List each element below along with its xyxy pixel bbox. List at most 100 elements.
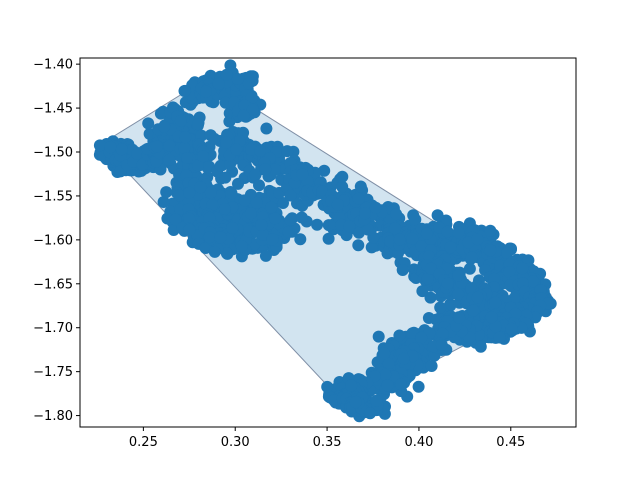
data-point (465, 282, 478, 295)
data-point (434, 301, 447, 314)
data-point (369, 201, 382, 214)
data-point (484, 244, 497, 257)
data-point (219, 96, 232, 109)
data-point (382, 357, 395, 370)
data-point (296, 168, 309, 181)
data-point (203, 211, 216, 224)
data-point (160, 186, 173, 199)
data-point (244, 207, 257, 220)
data-point (226, 222, 239, 234)
data-point (201, 161, 214, 174)
data-point (489, 296, 502, 309)
data-point (235, 240, 248, 253)
x-tick-label: 0.45 (496, 435, 525, 450)
data-point (174, 203, 187, 216)
data-point (336, 180, 349, 193)
data-point (277, 197, 289, 209)
data-point (206, 199, 219, 211)
data-point (465, 251, 478, 264)
data-point (389, 222, 401, 235)
data-point (501, 247, 514, 260)
data-point (266, 233, 279, 246)
data-point (365, 241, 378, 254)
data-point (284, 189, 297, 202)
data-point (359, 207, 371, 220)
data-point (415, 331, 428, 344)
data-point (93, 139, 106, 152)
data-point (395, 378, 407, 391)
data-point (471, 233, 484, 246)
y-tick-label: −1.80 (33, 409, 73, 424)
data-point (318, 164, 331, 177)
data-point (485, 311, 498, 324)
axes-frame (79, 57, 577, 428)
data-point (183, 212, 196, 225)
data-point (421, 272, 434, 285)
data-point (260, 122, 273, 135)
x-tick-label: 0.35 (313, 435, 342, 450)
data-point (397, 352, 410, 365)
data-point (463, 262, 476, 275)
data-point (354, 180, 367, 193)
data-point (244, 70, 257, 83)
data-point (150, 140, 163, 153)
data-point (163, 153, 176, 166)
data-point (181, 152, 194, 164)
data-point (115, 143, 128, 156)
data-point (424, 262, 437, 275)
data-point (259, 163, 272, 176)
data-point (231, 73, 244, 85)
data-point (493, 331, 506, 344)
data-point (362, 223, 374, 236)
data-point (220, 68, 233, 81)
data-point (154, 107, 167, 120)
data-point (157, 196, 170, 208)
data-point (379, 368, 392, 381)
data-point (246, 103, 259, 116)
data-point (249, 168, 262, 181)
data-point (169, 213, 182, 226)
data-point (178, 142, 191, 155)
data-point (352, 239, 365, 252)
data-point (484, 224, 497, 237)
data-point (158, 120, 171, 133)
data-point (232, 177, 244, 190)
data-point (393, 233, 406, 246)
data-point (269, 163, 282, 176)
points-layer (93, 59, 557, 423)
data-point (441, 277, 454, 290)
data-point (349, 396, 362, 409)
data-point (178, 85, 191, 97)
data-point (372, 330, 385, 343)
data-point (208, 245, 221, 258)
data-point (527, 275, 540, 288)
y-tick-label: −1.50 (33, 146, 73, 161)
data-point (452, 226, 465, 239)
data-point (163, 139, 176, 152)
data-point (183, 223, 196, 236)
y-tick-label: −1.75 (33, 365, 73, 380)
data-point (194, 181, 207, 194)
data-point (199, 242, 212, 254)
data-point (214, 159, 227, 172)
data-point (352, 192, 365, 205)
y-tick-label: −1.65 (33, 277, 73, 292)
data-point (282, 226, 295, 238)
x-tick-label: 0.40 (404, 435, 433, 450)
data-point (220, 247, 233, 260)
data-point (452, 269, 465, 282)
data-point (503, 266, 516, 278)
x-tick-label: 0.25 (129, 435, 158, 450)
data-point (509, 307, 522, 320)
data-point (444, 241, 457, 254)
data-point (294, 233, 307, 246)
data-point (505, 322, 518, 335)
data-point (436, 327, 449, 340)
data-point (259, 249, 272, 262)
data-point (378, 347, 391, 360)
data-point (192, 118, 205, 131)
data-point (409, 213, 422, 226)
data-point (237, 109, 250, 122)
